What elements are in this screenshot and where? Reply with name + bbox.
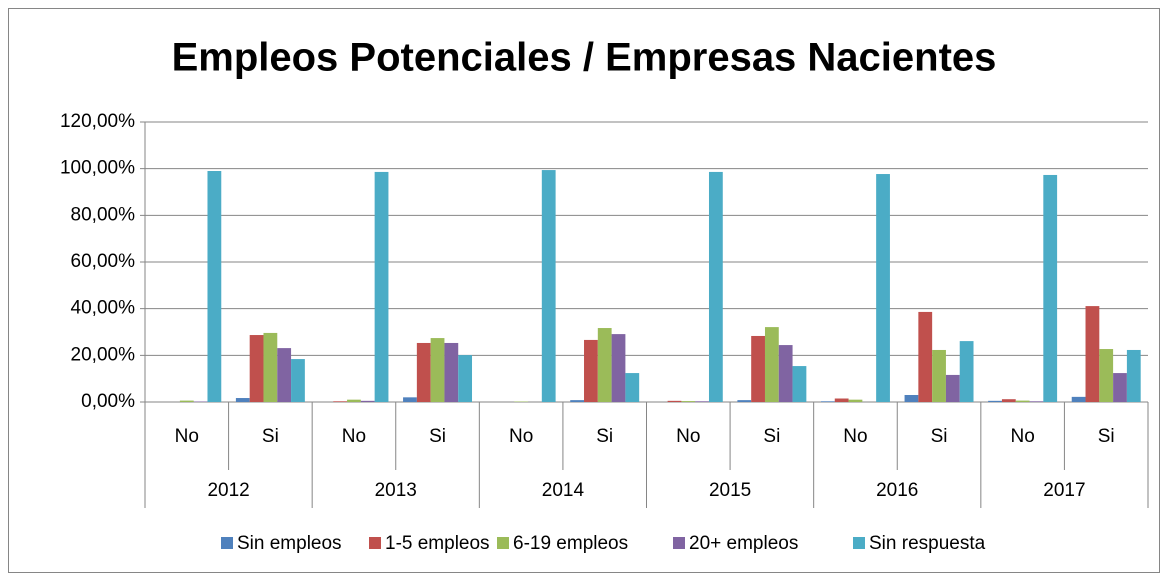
chart-border (8, 8, 1160, 573)
bar (1085, 306, 1100, 402)
x-group-label: 2015 (709, 480, 751, 501)
bar (541, 170, 556, 402)
x-tick-label: Si (1098, 426, 1115, 447)
bar (625, 373, 640, 402)
bar (1126, 349, 1141, 402)
bar (945, 374, 960, 402)
x-group-label: 2013 (375, 480, 417, 501)
bar (347, 399, 361, 402)
x-tick-label: No (509, 426, 533, 447)
bar (584, 339, 598, 402)
x-group-label: 2014 (542, 480, 585, 501)
bar (403, 397, 417, 402)
legend-swatch (221, 537, 233, 549)
bar (918, 311, 933, 402)
bar (708, 171, 723, 402)
bar (1099, 349, 1114, 402)
legend-swatch (673, 537, 685, 549)
x-tick-label: Si (763, 426, 780, 447)
bar (611, 334, 626, 402)
x-group-label: 2012 (207, 480, 249, 501)
x-group-label: 2017 (1043, 480, 1085, 501)
bar (291, 359, 305, 402)
x-tick-label: No (676, 426, 700, 447)
x-tick-label: No (175, 426, 199, 447)
bar (235, 398, 250, 402)
bar (207, 171, 222, 402)
legend-swatch (853, 537, 865, 549)
y-tick-label: 40,00% (71, 298, 136, 319)
bar (179, 400, 194, 402)
bar (848, 399, 863, 402)
bar (737, 400, 752, 402)
bar (959, 341, 974, 402)
bar (430, 338, 445, 402)
bar (792, 366, 807, 402)
x-tick-label: Si (262, 426, 279, 447)
legend-swatch (369, 537, 381, 549)
x-tick-label: Si (429, 426, 446, 447)
legend-label: Sin respuesta (869, 533, 986, 554)
y-tick-label: 100,00% (60, 158, 135, 179)
bar (458, 355, 473, 402)
bar (277, 348, 292, 402)
y-tick-label: 0,00% (81, 391, 135, 412)
bar (416, 342, 431, 402)
y-tick-label: 20,00% (71, 344, 136, 365)
bar (834, 398, 849, 402)
bar (360, 400, 375, 402)
bar (1071, 396, 1086, 402)
legend-label: 6-19 empleos (513, 533, 628, 554)
bar (667, 400, 682, 402)
bar (876, 174, 890, 402)
y-tick-label: 80,00% (71, 204, 136, 225)
bar (263, 332, 278, 402)
bar (1001, 399, 1016, 402)
x-tick-label: Si (596, 426, 613, 447)
x-group-label: 2016 (876, 480, 918, 501)
x-tick-label: Si (931, 426, 948, 447)
bar (597, 328, 612, 402)
bar (333, 401, 348, 402)
bar (570, 400, 585, 402)
bar (1015, 400, 1030, 402)
bar (1029, 401, 1044, 402)
bar (681, 401, 696, 402)
legend-label: 20+ empleos (689, 533, 798, 554)
bar (988, 400, 1002, 402)
bar (1113, 373, 1127, 402)
bar (764, 327, 779, 402)
bar (778, 345, 793, 402)
bar (444, 342, 459, 402)
legend-label: Sin empleos (237, 533, 342, 554)
bar (820, 401, 835, 402)
bar (751, 335, 765, 402)
legend-label: 1-5 empleos (385, 533, 490, 554)
x-tick-label: No (1010, 426, 1034, 447)
y-tick-label: 120,00% (60, 111, 135, 132)
y-tick-label: 60,00% (71, 251, 136, 272)
x-tick-label: No (843, 426, 867, 447)
bar (904, 395, 919, 402)
bar (249, 335, 264, 402)
legend-swatch (497, 537, 509, 549)
chart-title: Empleos Potenciales / Empresas Nacientes (172, 36, 997, 80)
bar (1043, 174, 1058, 402)
x-tick-label: No (342, 426, 366, 447)
bar (695, 401, 709, 402)
bar (374, 171, 389, 402)
bar (932, 349, 946, 402)
